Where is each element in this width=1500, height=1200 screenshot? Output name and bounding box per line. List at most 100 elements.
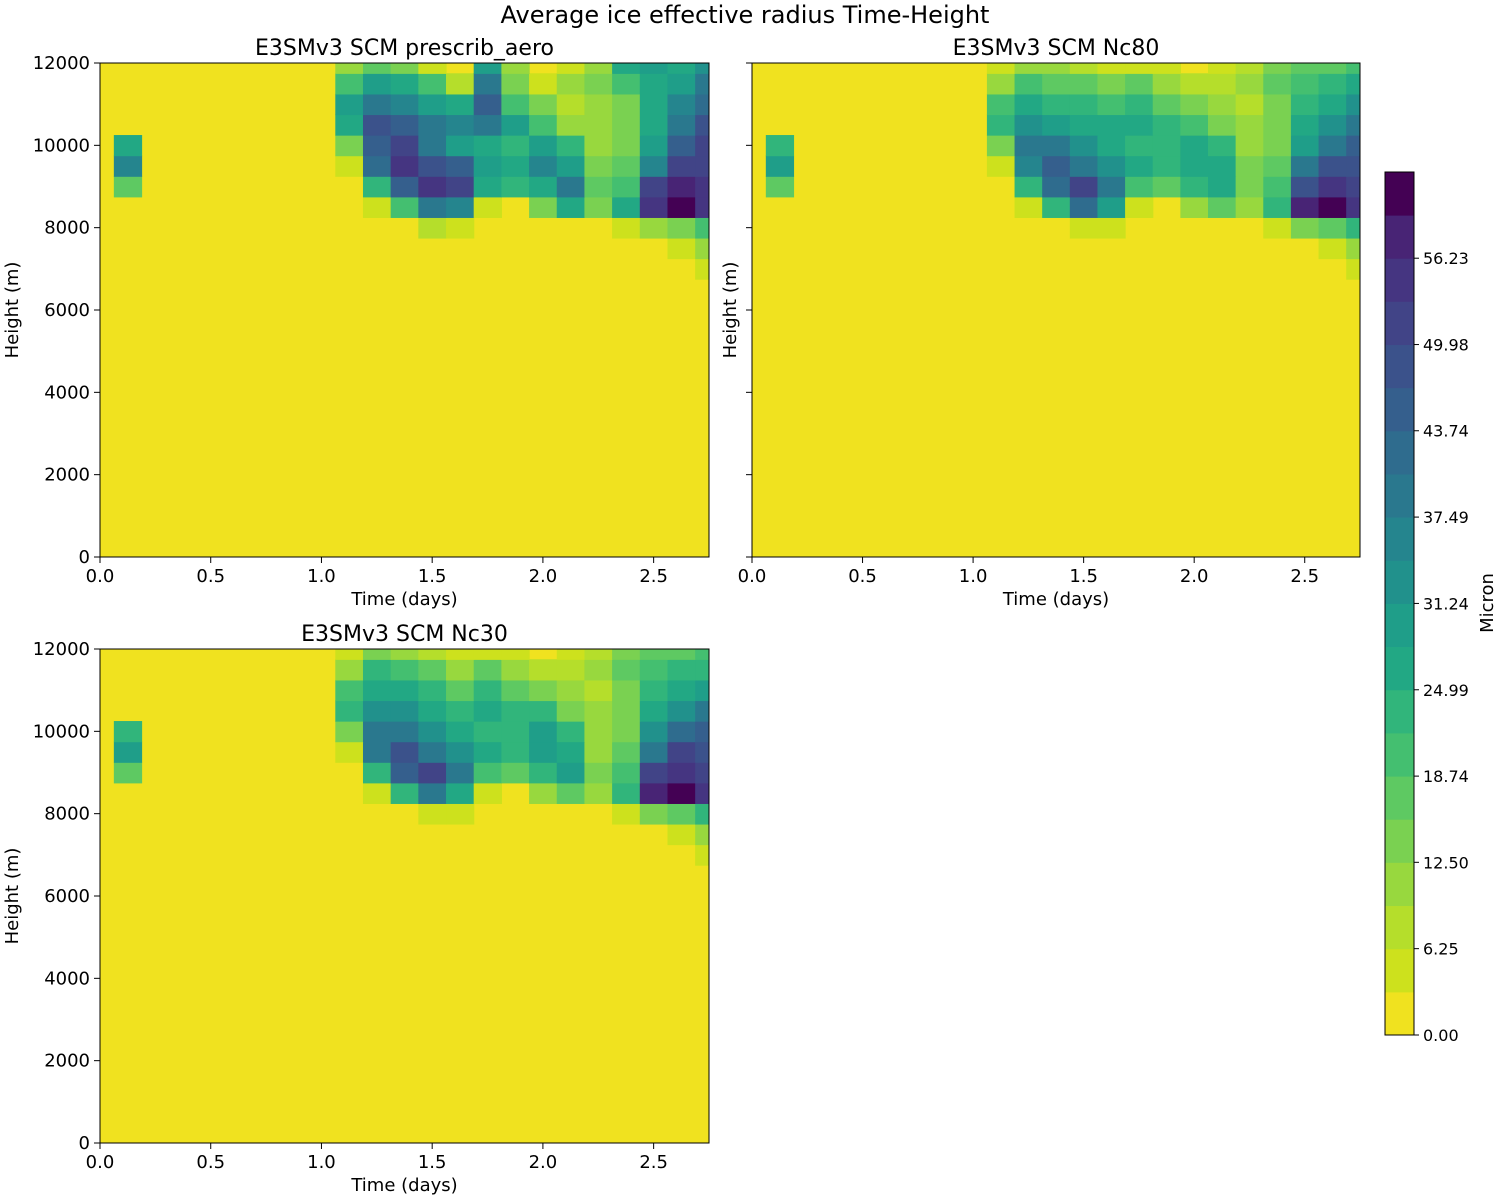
heatmap-cell [446, 114, 475, 136]
heatmap-cell [1346, 258, 1360, 280]
y-axis-label: Height (m) [2, 848, 23, 945]
heatmap-cell [667, 803, 696, 825]
heatmap-cell [473, 114, 502, 136]
heatmap-cell [418, 196, 447, 218]
colorbar-swatch [1385, 473, 1414, 518]
heatmap-cell [639, 63, 669, 74]
x-tick-label: 0.5 [848, 566, 877, 587]
heatmap-cell [667, 93, 696, 116]
heatmap-cell [584, 114, 613, 136]
heatmap-cell [584, 721, 613, 743]
heatmap-cell [695, 803, 709, 825]
heatmap-cell [639, 114, 669, 136]
heatmap-cell [695, 237, 709, 260]
heatmap-cell [667, 176, 696, 198]
heatmap-cell [473, 741, 502, 763]
heatmap-cell [584, 679, 613, 702]
heatmap-cell [362, 155, 392, 177]
heatmap-cell [667, 114, 696, 136]
heatmap-cell [1152, 135, 1181, 157]
heatmap-cell [1042, 155, 1071, 177]
heatmap-cell [418, 700, 447, 722]
heatmap-cell [1180, 135, 1209, 157]
heatmap-cell [418, 176, 447, 198]
heatmap-cell [695, 649, 709, 660]
heatmap-cell [335, 741, 364, 763]
heatmap-cell [1263, 135, 1292, 157]
heatmap-cell [667, 679, 696, 702]
heatmap-cell [1042, 135, 1071, 157]
heatmap-cell [1014, 155, 1043, 177]
heatmap-cell [362, 93, 392, 116]
heatmap-cell [1263, 73, 1292, 95]
heatmap-cell [1152, 176, 1181, 198]
heatmap-cell [556, 196, 586, 218]
heatmap-cell [362, 782, 392, 804]
heatmap-cell [1097, 176, 1126, 198]
x-tick-label: 0.5 [196, 1152, 225, 1173]
colorbar-label: Micron [1477, 573, 1498, 633]
colorbar-swatch [1385, 258, 1414, 302]
heatmap-cell [418, 63, 447, 74]
colorbar-tick-label: 12.50 [1423, 853, 1469, 872]
x-tick-label: 0.0 [738, 566, 767, 587]
heatmap-cell [695, 258, 709, 280]
colorbar-tick-label: 31.24 [1423, 594, 1469, 613]
heatmap-cell [667, 217, 696, 239]
heatmap-cell [695, 700, 709, 722]
heatmap-cell [639, 217, 669, 239]
heatmap-cell [473, 176, 502, 198]
heatmap-cell [1042, 93, 1071, 116]
heatmap-cell [529, 155, 558, 177]
heatmap-cell [501, 741, 530, 763]
heatmap-cell [1180, 93, 1209, 116]
heatmap-cell [501, 721, 530, 743]
colorbar-swatch [1385, 646, 1414, 691]
heatmap-cell [390, 782, 419, 804]
heatmap-cell [1125, 73, 1154, 95]
y-tick-label: 8000 [44, 804, 90, 825]
heatmap-cell [765, 135, 795, 157]
heatmap-cell [1208, 93, 1237, 116]
heatmap-cell [418, 93, 447, 116]
heatmap-cell [1125, 176, 1154, 198]
heatmap-cell [473, 93, 502, 116]
heatmap-cell [501, 659, 530, 681]
heatmap-cell [113, 741, 143, 763]
heatmap-cell [1125, 135, 1154, 157]
heatmap-cell [639, 176, 669, 198]
heatmap-cell [1208, 73, 1237, 95]
colorbar-swatch [1385, 991, 1414, 1036]
heatmap-cell [1014, 176, 1043, 198]
heatmap-cell [695, 217, 709, 239]
colorbar-swatch [1385, 819, 1414, 863]
heatmap-cell [418, 741, 447, 763]
heatmap-cell [335, 73, 364, 95]
colorbar-swatch [1385, 430, 1414, 475]
heatmap-cell [695, 155, 709, 177]
heatmap-cell [113, 721, 143, 743]
heatmap-cell [529, 176, 558, 198]
heatmap-cell [584, 649, 613, 660]
heatmap-cell [1318, 135, 1347, 157]
heatmap-cell [362, 741, 392, 763]
heatmap-cell [1346, 196, 1360, 218]
heatmap-cell [1208, 196, 1237, 218]
colorbar-swatch [1385, 732, 1414, 777]
heatmap-cell [446, 73, 475, 95]
heatmap-cell [529, 196, 558, 218]
x-tick-label: 0.0 [86, 566, 115, 587]
heatmap-cell [639, 649, 669, 660]
heatmap-cell [1235, 176, 1264, 198]
heatmap-cell [584, 73, 613, 95]
colorbar-tick-label: 6.25 [1423, 940, 1459, 959]
heatmap-cell [1014, 114, 1043, 136]
heatmap-cell [695, 844, 709, 866]
heatmap-cell [584, 741, 613, 763]
heatmap-cell [1069, 217, 1099, 239]
heatmap-cell [667, 782, 696, 804]
x-axis-label: Time (days) [350, 589, 457, 610]
heatmap-cell [1125, 114, 1154, 136]
heatmap-cell [473, 782, 502, 804]
heatmap-cell [1125, 63, 1154, 74]
